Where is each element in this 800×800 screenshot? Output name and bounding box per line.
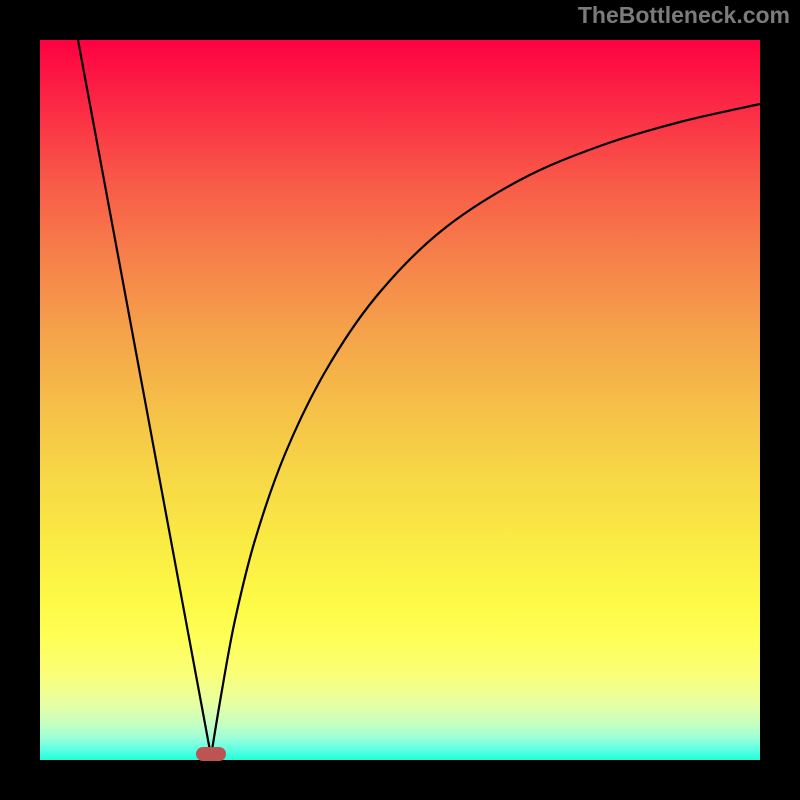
watermark-text: TheBottleneck.com (578, 2, 790, 29)
optimal-marker (196, 747, 226, 761)
chart-frame: TheBottleneck.com (0, 0, 800, 800)
chart-svg (0, 0, 800, 800)
plot-background (40, 40, 760, 760)
